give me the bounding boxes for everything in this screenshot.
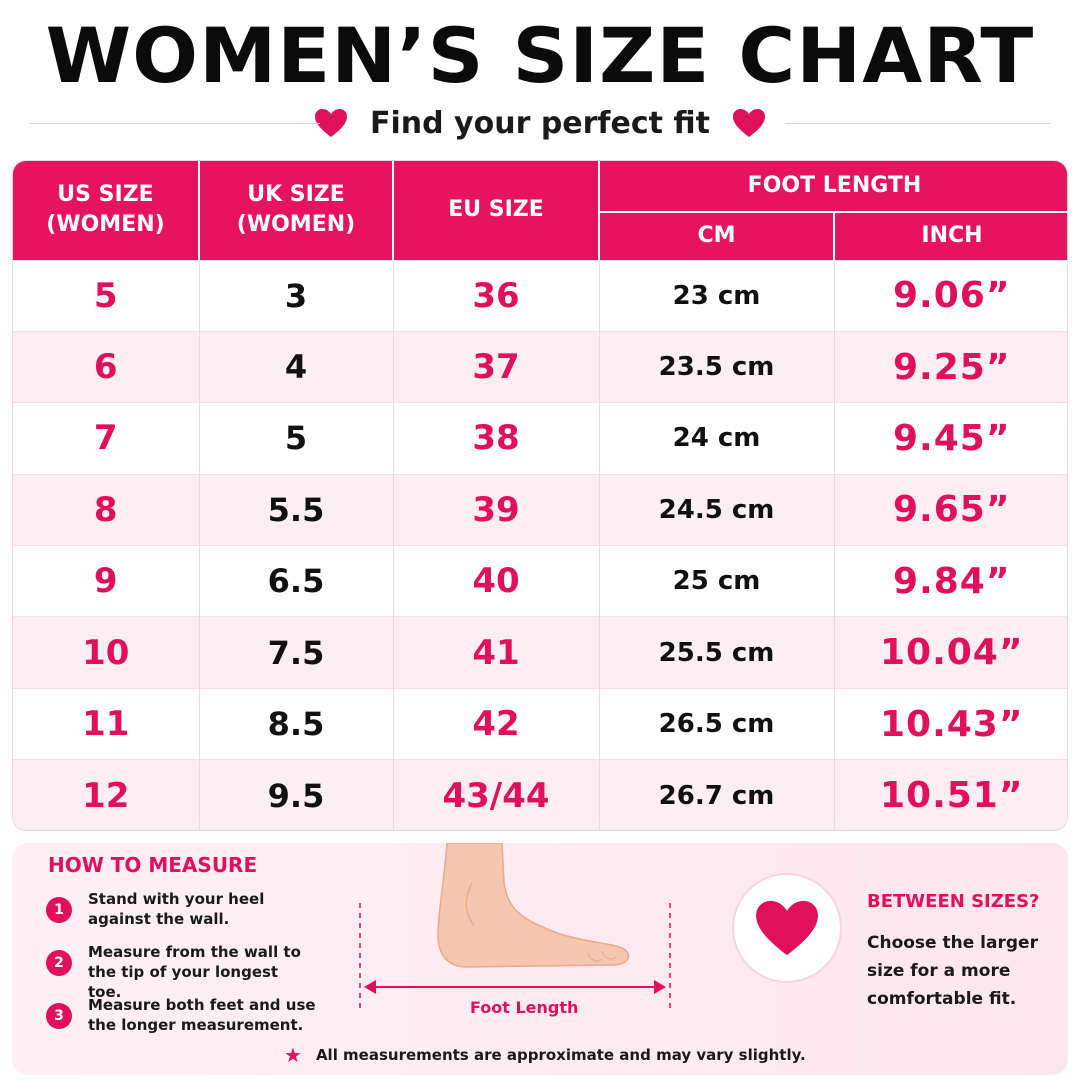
header-us-size: US SIZE (WOMEN) bbox=[13, 161, 200, 260]
page-title: WOMEN’S SIZE CHART bbox=[45, 11, 1035, 100]
eu-size-cell: 37 bbox=[393, 330, 600, 403]
header-foot-length: FOOT LENGTH bbox=[599, 161, 1067, 213]
disclaimer-text: All measurements are approximate and may… bbox=[315, 1046, 806, 1064]
us-size-cell: 9 bbox=[13, 545, 200, 617]
size-table: US SIZE (WOMEN) UK SIZE (WOMEN) EU SIZE … bbox=[13, 161, 1067, 830]
uk-size-cell: 4 bbox=[199, 330, 394, 403]
table-row: 10 7.5 41 25.5 cm 10.04” bbox=[13, 616, 1067, 689]
inch-cell: 10.04” bbox=[834, 616, 1067, 689]
uk-size-cell: 5 bbox=[199, 402, 394, 475]
us-size-cell: 8 bbox=[13, 473, 200, 546]
cm-cell: 25 cm bbox=[599, 545, 835, 617]
uk-size-cell: 5.5 bbox=[199, 473, 394, 546]
eu-size-cell: 43/44 bbox=[393, 759, 600, 830]
inch-cell: 10.43” bbox=[834, 687, 1067, 760]
disclaimer-note: ★ All measurements are approximate and m… bbox=[284, 1043, 806, 1067]
eu-size-cell: 41 bbox=[393, 616, 600, 689]
how-to-measure-panel: HOW TO MEASURE 1 Stand with your heel ag… bbox=[12, 843, 1068, 1075]
cm-cell: 24 cm bbox=[599, 402, 835, 475]
how-to-measure-title: HOW TO MEASURE bbox=[48, 853, 258, 877]
uk-size-cell: 9.5 bbox=[199, 759, 394, 830]
eu-size-cell: 36 bbox=[393, 259, 600, 332]
header-eu-size: EU SIZE bbox=[393, 161, 600, 260]
cm-cell: 23.5 cm bbox=[599, 330, 835, 403]
cm-cell: 26.7 cm bbox=[599, 759, 835, 830]
foot-illustration bbox=[359, 843, 671, 1008]
us-size-cell: 12 bbox=[13, 759, 200, 830]
star-icon: ★ bbox=[284, 1043, 302, 1067]
between-sizes-title: BETWEEN SIZES? bbox=[867, 891, 1040, 912]
size-table-container: US SIZE (WOMEN) UK SIZE (WOMEN) EU SIZE … bbox=[12, 160, 1068, 831]
table-row: 5 3 36 23 cm 9.06” bbox=[13, 259, 1067, 332]
table-row: 8 5.5 39 24.5 cm 9.65” bbox=[13, 473, 1067, 546]
step-text: Measure from the wall to the tip of your… bbox=[88, 943, 301, 1001]
step-number: 2 bbox=[46, 950, 72, 976]
inch-cell: 10.51” bbox=[834, 759, 1067, 830]
uk-size-cell: 7.5 bbox=[199, 616, 394, 689]
cm-cell: 24.5 cm bbox=[599, 473, 835, 546]
eu-size-cell: 38 bbox=[393, 402, 600, 475]
inch-cell: 9.45” bbox=[834, 402, 1067, 475]
measure-step: 1 Stand with your heel against the wall. bbox=[46, 889, 316, 929]
heart-icon bbox=[756, 900, 818, 956]
uk-size-cell: 8.5 bbox=[199, 687, 394, 760]
header-cm: CM bbox=[599, 212, 835, 260]
heart-icon bbox=[315, 109, 347, 137]
us-size-cell: 5 bbox=[13, 259, 200, 332]
eu-size-cell: 39 bbox=[393, 473, 600, 546]
divider-line-left bbox=[30, 123, 320, 124]
inch-cell: 9.06” bbox=[834, 259, 1067, 332]
inch-cell: 9.84” bbox=[834, 545, 1067, 617]
cm-cell: 23 cm bbox=[599, 259, 835, 332]
table-row: 12 9.5 43/44 26.7 cm 10.51” bbox=[13, 759, 1067, 830]
foot-length-label: Foot Length bbox=[470, 998, 579, 1017]
inch-cell: 9.25” bbox=[834, 330, 1067, 403]
table-row: 6 4 37 23.5 cm 9.25” bbox=[13, 330, 1067, 403]
heart-icon bbox=[732, 109, 765, 137]
us-size-cell: 10 bbox=[13, 616, 200, 689]
table-row: 9 6.5 40 25 cm 9.84” bbox=[13, 545, 1067, 617]
subtitle-row: Find your perfect fit bbox=[0, 100, 1080, 146]
heart-badge bbox=[732, 873, 842, 983]
table-row: 7 5 38 24 cm 9.45” bbox=[13, 402, 1067, 475]
uk-size-cell: 3 bbox=[199, 259, 394, 332]
eu-size-cell: 42 bbox=[393, 687, 600, 760]
step-number: 3 bbox=[46, 1003, 72, 1029]
header-inch: INCH bbox=[834, 212, 1067, 260]
divider-line-right bbox=[785, 123, 1050, 124]
cm-cell: 25.5 cm bbox=[599, 616, 835, 689]
measure-step: 3 Measure both feet and use the longer m… bbox=[46, 995, 316, 1035]
between-sizes-text: Choose the larger size for a more comfor… bbox=[867, 933, 1038, 1009]
page-subtitle: Find your perfect fit bbox=[370, 105, 710, 141]
measure-step: 2 Measure from the wall to the tip of yo… bbox=[46, 942, 316, 1002]
uk-size-cell: 6.5 bbox=[199, 545, 394, 617]
header-uk-size: UK SIZE (WOMEN) bbox=[199, 161, 394, 260]
cm-cell: 26.5 cm bbox=[599, 687, 835, 760]
table-row: 11 8.5 42 26.5 cm 10.43” bbox=[13, 687, 1067, 760]
eu-size-cell: 40 bbox=[393, 545, 600, 617]
step-text: Measure both feet and use the longer mea… bbox=[88, 996, 316, 1034]
step-number: 1 bbox=[46, 897, 72, 923]
us-size-cell: 7 bbox=[13, 402, 200, 475]
step-text: Stand with your heel against the wall. bbox=[88, 890, 265, 928]
us-size-cell: 11 bbox=[13, 687, 200, 760]
inch-cell: 9.65” bbox=[834, 473, 1067, 546]
us-size-cell: 6 bbox=[13, 330, 200, 403]
